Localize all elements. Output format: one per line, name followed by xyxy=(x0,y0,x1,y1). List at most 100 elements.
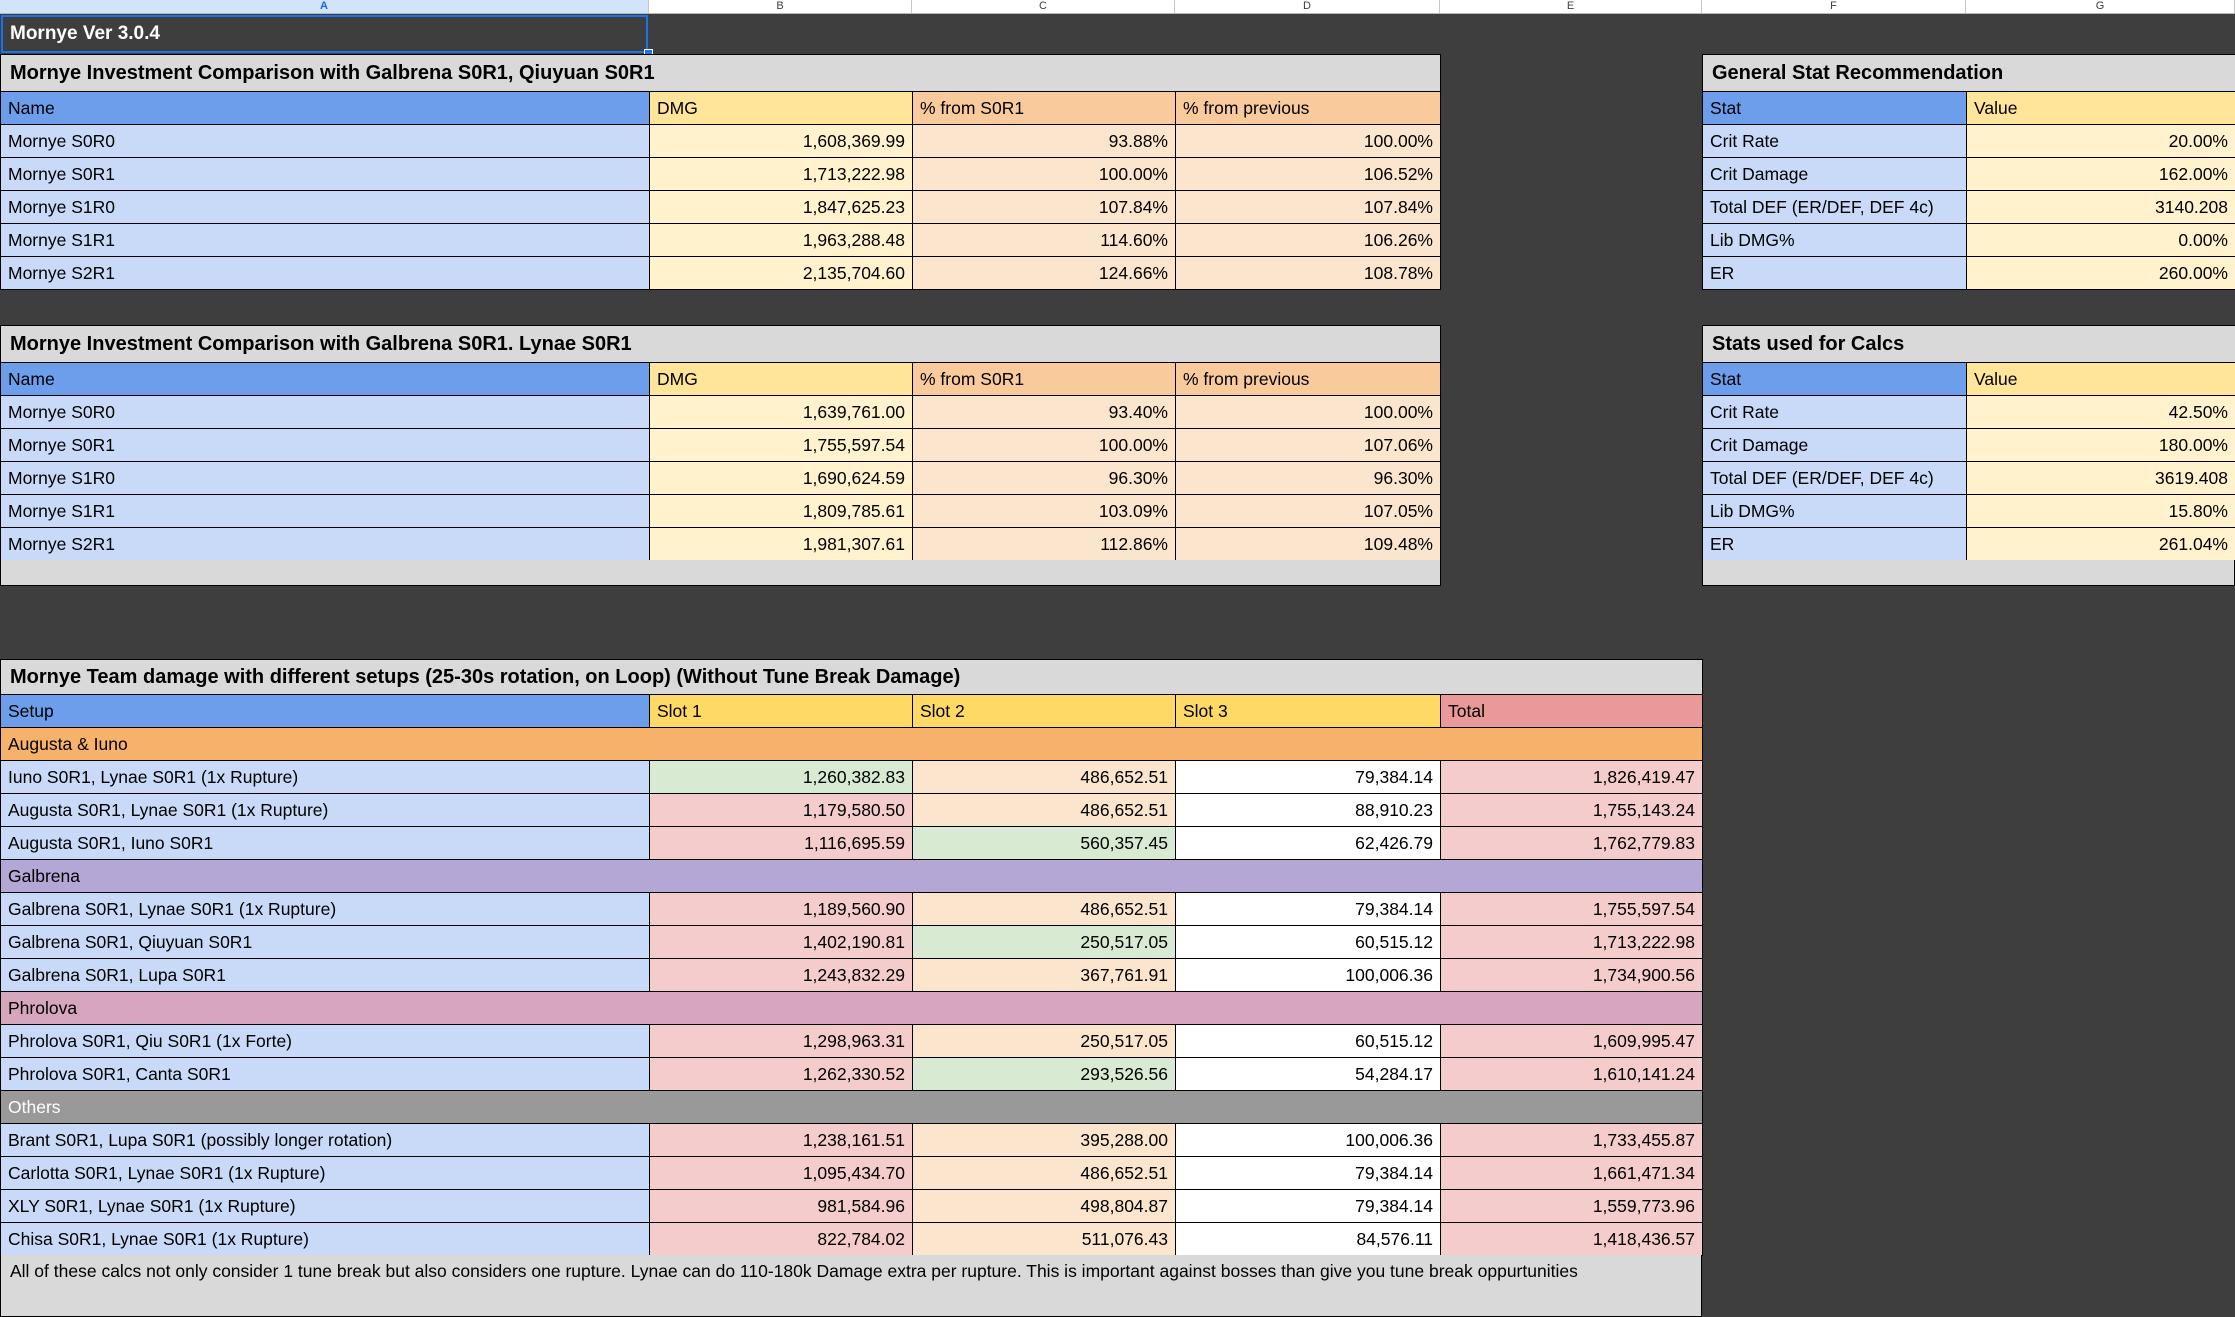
from-previous-cell[interactable]: 108.78% xyxy=(1176,257,1441,290)
setup-cell[interactable]: Iuno S0R1, Lynae S0R1 (1x Rupture) xyxy=(1,761,650,794)
slot3-cell[interactable]: 79,384.14 xyxy=(1176,761,1441,794)
total-cell[interactable]: 1,610,141.24 xyxy=(1441,1058,1703,1091)
from-s0r1-cell[interactable]: 100.00% xyxy=(913,158,1176,191)
stat-cell[interactable]: Total DEF (ER/DEF, DEF 4c) xyxy=(1703,462,1967,495)
header-name-cell[interactable]: Name xyxy=(1,92,650,125)
total-cell[interactable]: 1,418,436.57 xyxy=(1441,1223,1703,1256)
stat-cell[interactable]: Crit Rate xyxy=(1703,125,1967,158)
slot1-cell[interactable]: 1,179,580.50 xyxy=(650,794,913,827)
header-from-s0r1-cell[interactable]: % from S0R1 xyxy=(913,92,1176,125)
header-stat-cell[interactable]: Stat xyxy=(1703,92,1967,125)
setup-cell[interactable]: Phrolova S0R1, Qiu S0R1 (1x Forte) xyxy=(1,1025,650,1058)
value-cell[interactable]: 3140.208 xyxy=(1967,191,2235,224)
setup-cell[interactable]: XLY S0R1, Lynae S0R1 (1x Rupture) xyxy=(1,1190,650,1223)
header-dmg-cell[interactable]: DMG xyxy=(650,92,913,125)
slot2-cell[interactable]: 486,652.51 xyxy=(913,893,1176,926)
slot2-cell[interactable]: 486,652.51 xyxy=(913,1157,1176,1190)
header-dmg-cell[interactable]: DMG xyxy=(650,363,913,396)
total-cell[interactable]: 1,826,419.47 xyxy=(1441,761,1703,794)
footnote-cell[interactable]: All of these calcs not only consider 1 t… xyxy=(0,1255,1702,1317)
from-previous-cell[interactable]: 107.84% xyxy=(1176,191,1441,224)
header-slot2-cell[interactable]: Slot 2 xyxy=(913,695,1176,728)
from-previous-cell[interactable]: 106.26% xyxy=(1176,224,1441,257)
column-header-g[interactable]: G xyxy=(1966,0,2235,13)
name-cell[interactable]: Mornye S1R0 xyxy=(1,462,650,495)
selected-cell-a1[interactable]: Mornye Ver 3.0.4 xyxy=(10,23,160,44)
setup-cell[interactable]: Galbrena S0R1, Lupa S0R1 xyxy=(1,959,650,992)
header-value-cell[interactable]: Value xyxy=(1967,92,2235,125)
from-s0r1-cell[interactable]: 93.40% xyxy=(913,396,1176,429)
total-cell[interactable]: 1,755,143.24 xyxy=(1441,794,1703,827)
slot2-cell[interactable]: 560,357.45 xyxy=(913,827,1176,860)
header-total-cell[interactable]: Total xyxy=(1441,695,1703,728)
value-cell[interactable]: 261.04% xyxy=(1967,528,2235,561)
from-previous-cell[interactable]: 96.30% xyxy=(1176,462,1441,495)
from-s0r1-cell[interactable]: 112.86% xyxy=(913,528,1176,561)
dmg-cell[interactable]: 1,809,785.61 xyxy=(650,495,913,528)
stat-cell[interactable]: Crit Damage xyxy=(1703,429,1967,462)
from-s0r1-cell[interactable]: 100.00% xyxy=(913,429,1176,462)
value-cell[interactable]: 260.00% xyxy=(1967,257,2235,290)
dmg-cell[interactable]: 1,608,369.99 xyxy=(650,125,913,158)
header-from-previous-cell[interactable]: % from previous xyxy=(1176,363,1441,396)
slot2-cell[interactable]: 250,517.05 xyxy=(913,1025,1176,1058)
slot1-cell[interactable]: 1,238,161.51 xyxy=(650,1124,913,1157)
slot2-cell[interactable]: 498,804.87 xyxy=(913,1190,1176,1223)
setup-cell[interactable]: Phrolova S0R1, Canta S0R1 xyxy=(1,1058,650,1091)
value-cell[interactable]: 20.00% xyxy=(1967,125,2235,158)
name-cell[interactable]: Mornye S0R0 xyxy=(1,125,650,158)
total-cell[interactable]: 1,713,222.98 xyxy=(1441,926,1703,959)
total-cell[interactable]: 1,559,773.96 xyxy=(1441,1190,1703,1223)
column-header-c[interactable]: C xyxy=(912,0,1175,13)
from-previous-cell[interactable]: 100.00% xyxy=(1176,396,1441,429)
slot2-cell[interactable]: 367,761.91 xyxy=(913,959,1176,992)
dmg-cell[interactable]: 1,981,307.61 xyxy=(650,528,913,561)
setup-cell[interactable]: Augusta S0R1, Lynae S0R1 (1x Rupture) xyxy=(1,794,650,827)
dmg-cell[interactable]: 2,135,704.60 xyxy=(650,257,913,290)
slot2-cell[interactable]: 486,652.51 xyxy=(913,761,1176,794)
stat-cell[interactable]: ER xyxy=(1703,528,1967,561)
stat-cell[interactable]: Lib DMG% xyxy=(1703,224,1967,257)
stat-cell[interactable]: Crit Damage xyxy=(1703,158,1967,191)
slot3-cell[interactable]: 79,384.14 xyxy=(1176,893,1441,926)
table-title[interactable]: Mornye Team damage with different setups… xyxy=(1,660,1703,695)
total-cell[interactable]: 1,755,597.54 xyxy=(1441,893,1703,926)
slot1-cell[interactable]: 1,095,434.70 xyxy=(650,1157,913,1190)
from-previous-cell[interactable]: 107.05% xyxy=(1176,495,1441,528)
from-s0r1-cell[interactable]: 96.30% xyxy=(913,462,1176,495)
setup-cell[interactable]: Chisa S0R1, Lynae S0R1 (1x Rupture) xyxy=(1,1223,650,1256)
slot3-cell[interactable]: 100,006.36 xyxy=(1176,959,1441,992)
stat-cell[interactable]: Lib DMG% xyxy=(1703,495,1967,528)
table-title[interactable]: General Stat Recommendation xyxy=(1703,55,2235,92)
header-slot3-cell[interactable]: Slot 3 xyxy=(1176,695,1441,728)
dmg-cell[interactable]: 1,847,625.23 xyxy=(650,191,913,224)
value-cell[interactable]: 15.80% xyxy=(1967,495,2235,528)
from-s0r1-cell[interactable]: 103.09% xyxy=(913,495,1176,528)
value-cell[interactable]: 162.00% xyxy=(1967,158,2235,191)
setup-cell[interactable]: Galbrena S0R1, Lynae S0R1 (1x Rupture) xyxy=(1,893,650,926)
empty-formatted-row[interactable] xyxy=(0,560,1441,586)
section-row-others[interactable]: Others xyxy=(1,1091,1703,1124)
setup-cell[interactable]: Brant S0R1, Lupa S0R1 (possibly longer r… xyxy=(1,1124,650,1157)
slot3-cell[interactable]: 60,515.12 xyxy=(1176,1025,1441,1058)
slot2-cell[interactable]: 250,517.05 xyxy=(913,926,1176,959)
name-cell[interactable]: Mornye S1R1 xyxy=(1,495,650,528)
slot1-cell[interactable]: 981,584.96 xyxy=(650,1190,913,1223)
header-value-cell[interactable]: Value xyxy=(1967,363,2235,396)
table-title[interactable]: Mornye Investment Comparison with Galbre… xyxy=(1,55,1441,92)
header-from-previous-cell[interactable]: % from previous xyxy=(1176,92,1441,125)
section-row-phrolova[interactable]: Phrolova xyxy=(1,992,1703,1025)
column-header-d[interactable]: D xyxy=(1175,0,1440,13)
stat-cell[interactable]: Total DEF (ER/DEF, DEF 4c) xyxy=(1703,191,1967,224)
slot1-cell[interactable]: 1,262,330.52 xyxy=(650,1058,913,1091)
from-s0r1-cell[interactable]: 107.84% xyxy=(913,191,1176,224)
setup-cell[interactable]: Carlotta S0R1, Lynae S0R1 (1x Rupture) xyxy=(1,1157,650,1190)
from-s0r1-cell[interactable]: 93.88% xyxy=(913,125,1176,158)
slot1-cell[interactable]: 1,298,963.31 xyxy=(650,1025,913,1058)
slot1-cell[interactable]: 1,260,382.83 xyxy=(650,761,913,794)
stat-cell[interactable]: Crit Rate xyxy=(1703,396,1967,429)
slot2-cell[interactable]: 511,076.43 xyxy=(913,1223,1176,1256)
from-previous-cell[interactable]: 100.00% xyxy=(1176,125,1441,158)
slot3-cell[interactable]: 79,384.14 xyxy=(1176,1157,1441,1190)
header-slot1-cell[interactable]: Slot 1 xyxy=(650,695,913,728)
